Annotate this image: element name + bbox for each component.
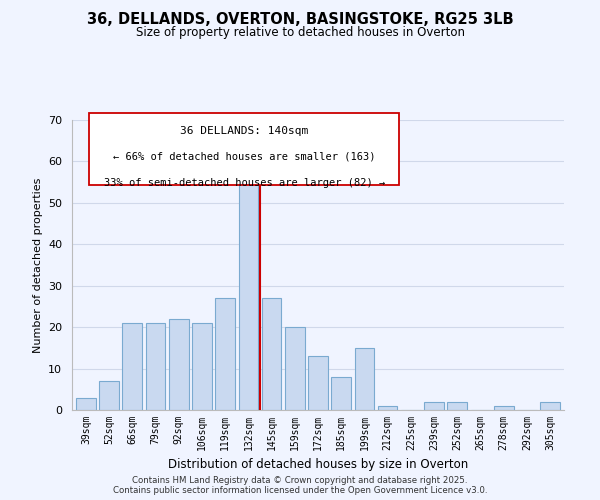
Bar (540, 402, 560, 410)
Y-axis label: Number of detached properties: Number of detached properties (32, 178, 43, 352)
Bar (378, 406, 397, 410)
Bar (215, 298, 235, 410)
Bar (494, 406, 514, 410)
Bar (146, 323, 166, 410)
X-axis label: Distribution of detached houses by size in Overton: Distribution of detached houses by size … (168, 458, 468, 471)
Bar (76, 398, 96, 410)
Bar (355, 348, 374, 410)
Bar (99, 381, 119, 410)
Text: 36, DELLANDS, OVERTON, BASINGSTOKE, RG25 3LB: 36, DELLANDS, OVERTON, BASINGSTOKE, RG25… (86, 12, 514, 28)
Text: 36 DELLANDS: 140sqm: 36 DELLANDS: 140sqm (180, 126, 308, 136)
Bar (424, 402, 444, 410)
Text: Size of property relative to detached houses in Overton: Size of property relative to detached ho… (136, 26, 464, 39)
FancyBboxPatch shape (89, 113, 399, 185)
Bar (239, 182, 258, 410)
Text: Contains HM Land Registry data © Crown copyright and database right 2025.
Contai: Contains HM Land Registry data © Crown c… (113, 476, 487, 495)
Bar (331, 377, 351, 410)
Bar (122, 323, 142, 410)
Bar (262, 298, 281, 410)
Bar (169, 319, 188, 410)
Bar (285, 327, 305, 410)
Bar (448, 402, 467, 410)
Text: ← 66% of detached houses are smaller (163): ← 66% of detached houses are smaller (16… (113, 152, 376, 162)
Text: 33% of semi-detached houses are larger (82) →: 33% of semi-detached houses are larger (… (104, 178, 385, 188)
Bar (192, 323, 212, 410)
Bar (308, 356, 328, 410)
